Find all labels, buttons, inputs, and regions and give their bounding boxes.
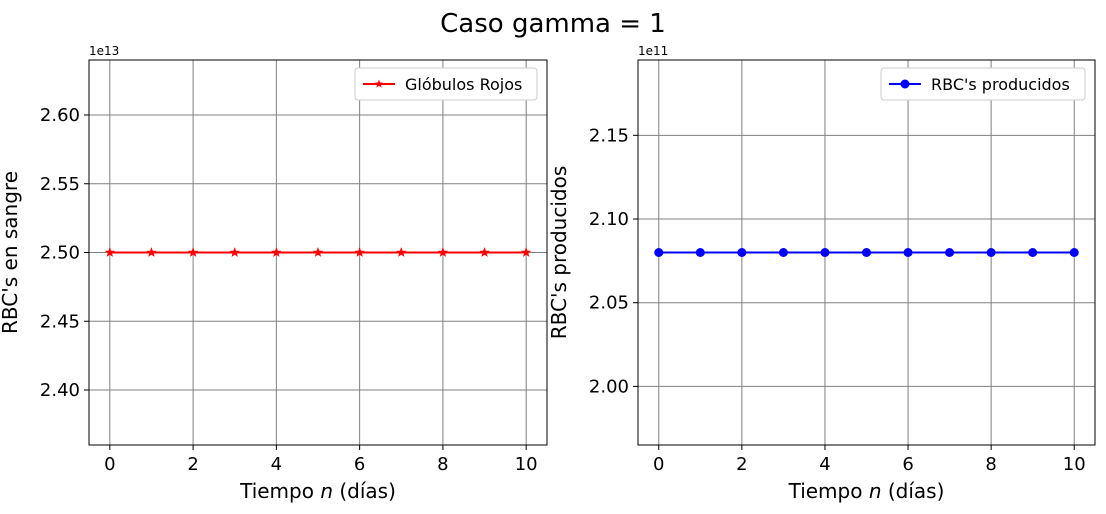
y-tick-label: 2.10 [589,209,629,230]
chart-left: 0 2 4 6 8 10 2.40 2.45 2.50 2.55 2.60 1e13 Tiempo n … [0,44,548,503]
x-axis-label-part: (días) [882,479,945,503]
y-tick-label: 2.40 [40,380,80,401]
legend-label: Glóbulos Rojos [405,75,522,94]
x-axis-label-variable: n [320,479,333,503]
y-offset-label: 1e11 [638,44,668,58]
x-axis-label: Tiempo n (días) [239,479,396,503]
y-axis-label: RBC's en sangre [0,171,22,334]
x-axis-label-part: Tiempo [239,479,320,503]
x-tick-label: 8 [437,454,448,475]
data-point [146,247,157,257]
data-point [437,247,448,257]
chart-right: 0 2 4 6 8 10 2.00 2.05 2.10 2.15 1e11 Tiempo n (día… [547,44,1096,503]
x-tick-label: 0 [653,454,664,475]
x-axis-label-part: (días) [333,479,396,503]
data-point [820,248,830,257]
data-point [396,247,407,257]
legend-box [880,67,1086,101]
x-axis-label-part: Tiempo [788,479,869,503]
x-tick-label: 4 [819,454,830,475]
data-point [188,247,199,257]
legend-marker [374,79,384,88]
data-point [1028,248,1038,257]
y-axis-label: RBC's producidos [547,166,571,340]
x-tick-label: 0 [104,454,115,475]
x-axis-label: Tiempo n (días) [788,479,945,503]
x-axis-label-variable: n [869,479,882,503]
x-tick-label: 6 [354,454,365,475]
data-point [1069,248,1079,257]
x-tick-label: 10 [1063,454,1086,475]
data-point [479,247,490,257]
data-point [945,248,955,257]
x-tick-label: 10 [515,454,538,475]
y-tick-label: 2.60 [40,105,80,126]
x-tick-label: 4 [271,454,282,475]
data-point [229,247,240,257]
y-offset-label: 1e13 [89,44,119,58]
data-point [737,248,747,257]
x-tick-label: 2 [187,454,198,475]
data-point [654,248,664,257]
data-point [862,248,871,257]
x-tick-label: 2 [736,454,747,475]
data-point [354,247,365,257]
legend-box [354,67,538,101]
data-point [695,248,705,257]
data-point [312,247,324,257]
x-tick-label: 6 [902,454,913,475]
y-tick-label: 2.05 [589,293,629,314]
y-tick-label: 2.50 [40,243,80,264]
figure-title: Caso gamma = 1 [440,9,666,39]
y-tick-label: 2.00 [589,376,629,397]
data-point [271,247,282,257]
data-point [903,248,913,257]
data-point [521,247,532,257]
y-tick-label: 2.55 [40,174,80,195]
x-tick-label: 8 [985,454,996,475]
y-tick-label: 2.15 [589,125,629,146]
data-point [104,247,115,257]
y-tick-label: 2.45 [40,311,80,332]
axes-frame [637,59,1096,446]
data-point [986,248,996,257]
legend-label: RBC's producidos [931,75,1070,94]
legend-marker [900,79,910,89]
data-point [778,248,788,257]
